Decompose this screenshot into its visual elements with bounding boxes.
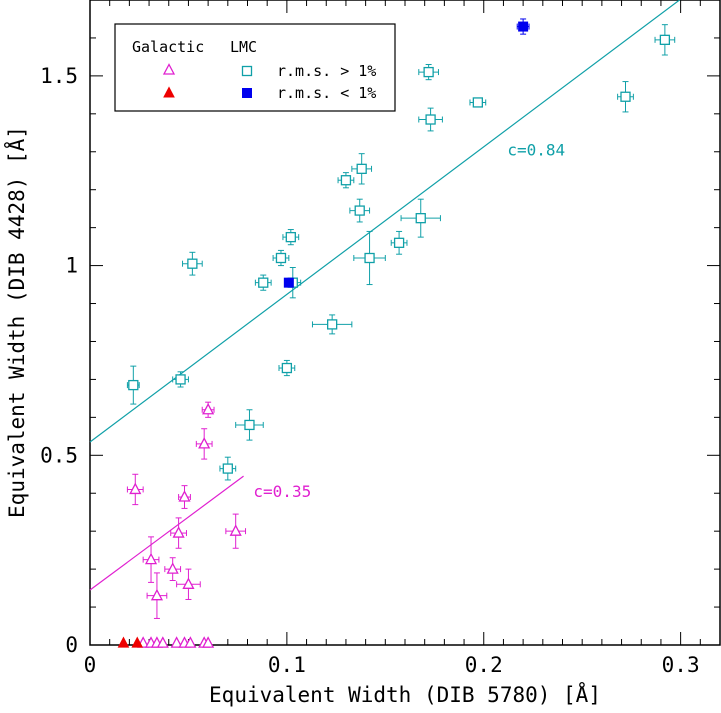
open-triangle-marker xyxy=(156,636,169,648)
open-triangle-marker xyxy=(198,437,211,449)
filled-triangle-marker xyxy=(131,636,144,648)
legend-galactic-title: Galactic xyxy=(132,38,204,56)
open-triangle-marker xyxy=(150,588,164,601)
open-triangle-marker xyxy=(172,526,185,538)
x-tick-label: 0 xyxy=(84,653,97,677)
open-triangle-marker xyxy=(129,482,142,495)
open-square-marker xyxy=(327,319,338,330)
open-square-marker xyxy=(659,34,671,45)
fit-label: c=0.35 xyxy=(253,482,311,501)
open-square-marker xyxy=(258,277,269,288)
fit-lines: c=0.84 c=0.35 xyxy=(89,0,681,591)
x-tick-label: 0.3 xyxy=(662,653,700,677)
y-tick-label: 0.5 xyxy=(40,443,78,467)
open-triangle-marker xyxy=(229,524,242,536)
open-square-marker xyxy=(340,175,352,186)
open-square-marker xyxy=(285,231,296,243)
y-tick-label: 1.5 xyxy=(40,64,78,88)
open-square-marker xyxy=(393,237,405,248)
series-group xyxy=(283,18,530,288)
open-square-marker xyxy=(356,163,367,174)
open-triangle-marker xyxy=(178,490,191,502)
legend-lmc-low-label: r.m.s. < 1% xyxy=(277,84,376,102)
legend: Galactic LMC r.m.s. > 1% r.m.s. < 1% xyxy=(114,23,396,112)
y-tick-label: 1 xyxy=(65,254,78,278)
open-square-marker xyxy=(425,114,436,125)
legend-box xyxy=(114,23,396,112)
filled-square-marker xyxy=(242,88,252,98)
open-square-marker xyxy=(620,91,631,102)
legend-lmc-title: LMC xyxy=(230,38,257,56)
x-tick-label: 0.2 xyxy=(465,653,503,677)
open-triangle-marker xyxy=(170,636,183,648)
open-square-marker xyxy=(128,379,139,391)
open-triangle-marker xyxy=(202,402,215,415)
open-square-marker xyxy=(222,463,233,474)
x-tick-label: 0.1 xyxy=(268,653,306,677)
filled-square-marker xyxy=(283,277,294,288)
y-tick-label: 0 xyxy=(65,633,78,657)
legend-markers xyxy=(162,63,253,98)
open-square-marker xyxy=(364,252,375,264)
legend-lmc-high-label: r.m.s. > 1% xyxy=(277,62,376,80)
filled-square-marker xyxy=(518,21,529,32)
open-square-marker xyxy=(275,252,287,264)
open-triangle-marker xyxy=(162,63,176,75)
open-square-marker xyxy=(244,419,255,431)
fit-line xyxy=(89,475,244,591)
data-points xyxy=(117,18,676,648)
series-group xyxy=(126,401,247,619)
open-square-marker xyxy=(281,362,293,374)
open-triangle-marker xyxy=(182,577,195,589)
fit-label: c=0.84 xyxy=(507,141,565,160)
filled-triangle-marker xyxy=(163,86,175,98)
open-square-marker xyxy=(354,205,365,216)
open-square-marker xyxy=(472,97,483,108)
series-group xyxy=(117,636,144,648)
open-triangle-marker xyxy=(144,552,158,565)
tick-labels: 0 0.1 0.2 0.3 0 0.5 1 1.5 xyxy=(40,64,700,677)
open-triangle-marker xyxy=(202,636,215,648)
fit-line xyxy=(89,0,681,443)
y-axis-title: Equivalent Width (DIB 4428) [Å] xyxy=(3,126,29,518)
open-square-marker xyxy=(415,213,426,224)
open-square-marker xyxy=(187,258,198,269)
open-square-marker xyxy=(175,374,186,385)
open-square-marker xyxy=(241,65,253,77)
filled-triangle-marker xyxy=(117,636,130,648)
open-triangle-marker xyxy=(166,562,179,574)
series-group xyxy=(126,24,676,481)
open-triangle-marker xyxy=(184,636,197,648)
open-square-marker xyxy=(423,66,434,78)
x-axis-title: Equivalent Width (DIB 5780) [Å] xyxy=(209,681,601,707)
